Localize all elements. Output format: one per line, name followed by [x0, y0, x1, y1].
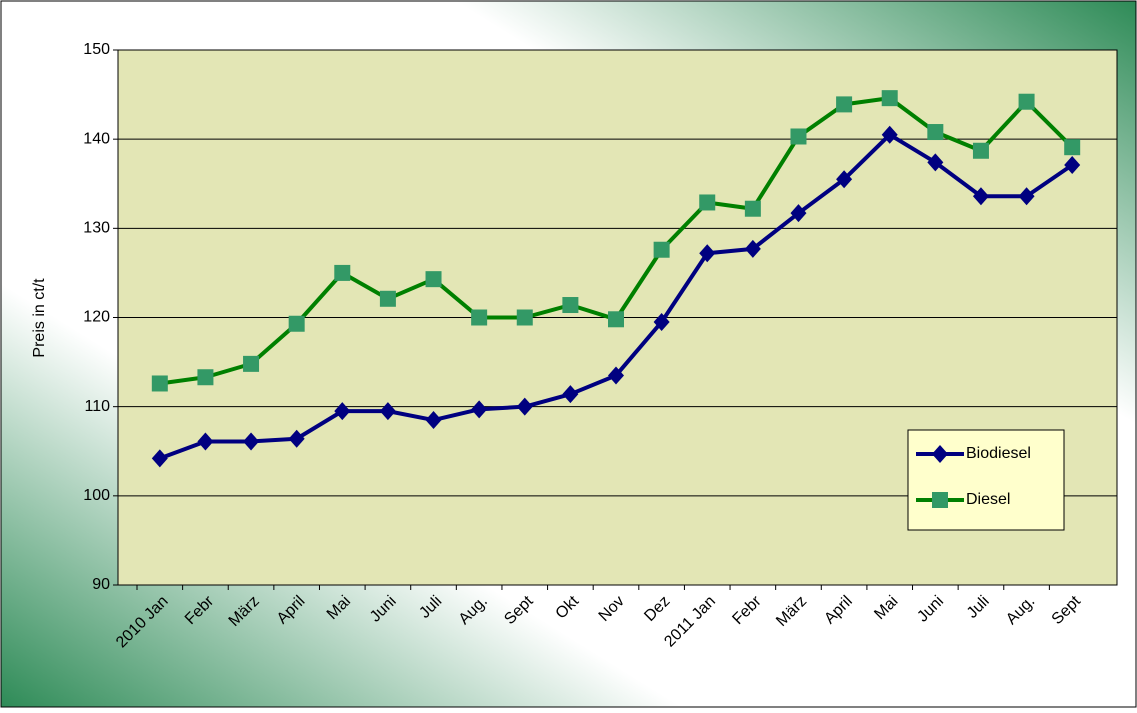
marker — [1064, 139, 1081, 156]
marker — [151, 449, 168, 468]
marker — [790, 204, 807, 223]
marker — [653, 312, 670, 331]
legend-label: Diesel — [966, 491, 1010, 508]
marker — [425, 271, 442, 288]
marker — [932, 492, 948, 508]
marker — [379, 402, 396, 421]
marker — [927, 124, 944, 141]
marker — [516, 309, 533, 326]
marker — [334, 264, 351, 281]
marker — [881, 90, 898, 107]
marker — [699, 194, 716, 211]
marker — [744, 200, 761, 217]
marker — [932, 445, 948, 463]
marker — [1064, 156, 1081, 175]
marker — [927, 153, 944, 172]
y-tick-label: 130 — [83, 220, 110, 237]
marker — [562, 297, 579, 314]
marker — [151, 375, 168, 392]
marker — [836, 170, 853, 189]
legend — [907, 429, 1065, 531]
y-tick-label: 120 — [83, 309, 110, 326]
marker — [243, 355, 260, 372]
marker — [972, 187, 989, 206]
marker — [288, 429, 305, 448]
marker — [699, 244, 716, 263]
marker — [790, 128, 807, 145]
marker — [379, 290, 396, 307]
marker — [653, 241, 670, 258]
marker — [334, 402, 351, 421]
legend-label: Biodiesel — [966, 445, 1031, 462]
marker — [516, 397, 533, 416]
marker — [562, 385, 579, 404]
marker — [608, 311, 624, 328]
marker — [1018, 187, 1035, 206]
y-tick-label: 140 — [83, 130, 110, 147]
marker — [1018, 93, 1035, 110]
marker — [425, 411, 442, 430]
y-tick-label: 90 — [92, 576, 110, 593]
y-tick-label: 150 — [83, 41, 110, 58]
marker — [972, 142, 989, 159]
marker — [243, 432, 260, 451]
marker — [197, 369, 214, 386]
marker — [836, 96, 853, 113]
y-tick-label: 110 — [84, 398, 110, 415]
marker — [608, 366, 624, 385]
y-axis-label: Preis in ct/t — [31, 278, 48, 358]
marker — [471, 309, 488, 326]
marker — [288, 315, 305, 332]
marker — [744, 239, 761, 258]
marker — [471, 400, 488, 419]
marker — [197, 432, 214, 451]
marker — [881, 125, 898, 144]
y-tick-label: 100 — [83, 487, 110, 504]
